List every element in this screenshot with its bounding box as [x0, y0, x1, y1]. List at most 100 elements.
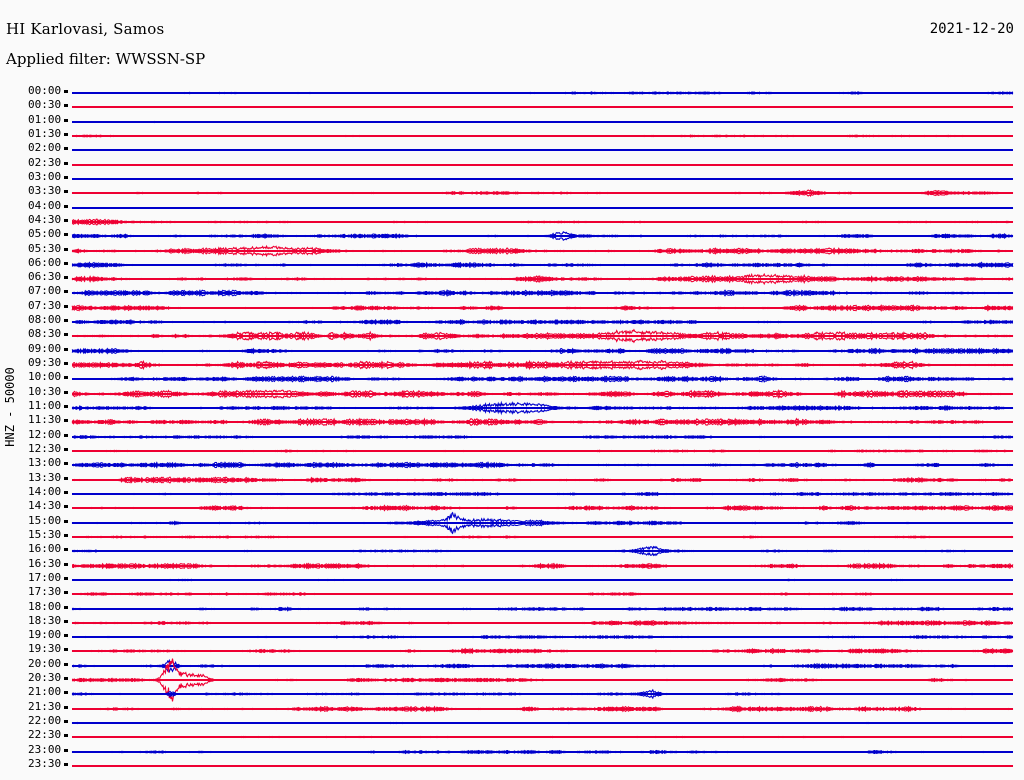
trace-row: 19:30 [0, 642, 1024, 658]
trace-waveform [71, 616, 1013, 630]
trace-waveform [72, 501, 1014, 515]
trace-row: 03:30 [0, 185, 1024, 200]
trace-time-label: 18:30 [28, 613, 62, 627]
trace-row: 12:00 [0, 427, 1024, 444]
trace-tick-mark [64, 705, 68, 709]
trace-waveform [71, 587, 1013, 601]
trace-row: 21:00 [0, 685, 1024, 701]
trace-time-label: 16:30 [28, 556, 62, 570]
trace-waveform [72, 759, 1014, 773]
trace-waveform [71, 511, 1014, 534]
trace-waveform [71, 372, 1014, 386]
trace-time-label: 09:00 [28, 341, 62, 355]
trace-row: 17:30 [0, 585, 1024, 601]
trace-tick-mark [64, 662, 68, 666]
trace-time-label: 08:00 [28, 313, 62, 327]
trace-row: 03:00 [0, 170, 1024, 186]
trace-time-label: 00:30 [28, 98, 62, 112]
trace-waveform [71, 415, 1013, 429]
trace-tick-mark [64, 261, 68, 265]
trace-waveform [72, 115, 1014, 129]
trace-tick-mark [64, 433, 68, 437]
trace-row: 21:30 [0, 700, 1024, 716]
trace-waveform [71, 602, 1014, 616]
trace-row: 19:00 [0, 628, 1024, 644]
trace-time-label: 13:30 [28, 470, 62, 484]
trace-tick-mark [64, 648, 68, 652]
trace-tick-mark [64, 490, 68, 494]
trace-tick-mark [64, 576, 68, 580]
trace-time-label: 09:30 [28, 356, 62, 370]
trace-time-label: 19:30 [28, 642, 62, 656]
trace-waveform [72, 702, 1014, 716]
trace-row: 11:30 [0, 413, 1024, 429]
trace-tick-mark [64, 591, 68, 595]
trace-time-label: 01:00 [28, 112, 62, 126]
trace-waveform [71, 301, 1014, 315]
trace-tick-mark [64, 161, 68, 165]
trace-waveform [71, 444, 1014, 458]
trace-tick-mark [64, 362, 68, 366]
trace-tick-mark [64, 276, 68, 280]
trace-waveform [71, 400, 1014, 416]
trace-tick-mark [64, 619, 68, 623]
trace-row: 22:30 [0, 729, 1024, 744]
trace-tick-mark [64, 734, 68, 738]
trace-waveform [71, 229, 1014, 243]
trace-waveform [71, 716, 1013, 730]
trace-tick-mark [64, 390, 68, 394]
trace-time-label: 21:00 [28, 685, 62, 699]
trace-time-label: 17:30 [28, 585, 62, 599]
trace-tick-mark [64, 519, 68, 523]
trace-waveform [71, 730, 1014, 744]
trace-row: 16:30 [0, 556, 1024, 573]
trace-time-label: 04:30 [28, 212, 62, 226]
trace-time-label: 12:30 [28, 442, 62, 455]
trace-row: 10:00 [0, 371, 1024, 386]
trace-time-label: 15:00 [28, 513, 62, 527]
trace-tick-mark [64, 634, 68, 638]
trace-time-label: 14:00 [28, 484, 62, 498]
trace-row: 01:30 [0, 127, 1024, 143]
trace-tick-mark [64, 605, 68, 609]
trace-time-label: 11:30 [28, 413, 62, 427]
trace-time-label: 19:00 [28, 628, 62, 642]
trace-row: 13:00 [0, 456, 1024, 472]
trace-row: 00:00 [0, 85, 1024, 100]
trace-row: 18:30 [0, 613, 1024, 630]
trace-waveform [71, 286, 1014, 300]
trace-row: 13:30 [0, 470, 1024, 487]
trace-time-label: 08:30 [28, 327, 62, 341]
trace-time-label: 23:30 [28, 757, 62, 771]
trace-tick-mark [64, 90, 68, 93]
trace-waveform [71, 186, 1014, 200]
trace-time-label: 12:00 [28, 427, 62, 441]
trace-waveform [71, 644, 1014, 658]
trace-waveform [72, 630, 1014, 644]
trace-waveform [71, 201, 1014, 215]
trace-tick-mark [64, 562, 68, 566]
trace-waveform [71, 487, 1014, 501]
trace-time-label: 15:30 [28, 527, 62, 541]
trace-waveform [71, 244, 1014, 258]
trace-tick-mark [64, 290, 68, 294]
trace-row: 00:30 [0, 98, 1024, 114]
trace-time-label: 07:30 [28, 298, 62, 312]
trace-tick-mark [64, 376, 68, 380]
trace-waveform [71, 544, 1014, 558]
trace-waveform [72, 573, 1013, 587]
trace-time-label: 23:00 [28, 742, 62, 756]
trace-row: 08:00 [0, 313, 1024, 329]
trace-row: 01:00 [0, 112, 1024, 129]
trace-time-label: 16:00 [28, 542, 62, 556]
trace-time-label: 07:00 [28, 284, 62, 298]
trace-row: 02:30 [0, 156, 1024, 172]
trace-row: 17:00 [0, 571, 1024, 587]
trace-time-label: 18:00 [28, 599, 62, 613]
trace-waveform [71, 215, 1014, 229]
trace-waveform [71, 344, 1014, 358]
trace-row: 10:30 [0, 385, 1024, 401]
trace-row: 22:00 [0, 715, 1024, 730]
trace-row: 23:00 [0, 742, 1024, 759]
trace-time-label: 13:00 [28, 456, 62, 470]
